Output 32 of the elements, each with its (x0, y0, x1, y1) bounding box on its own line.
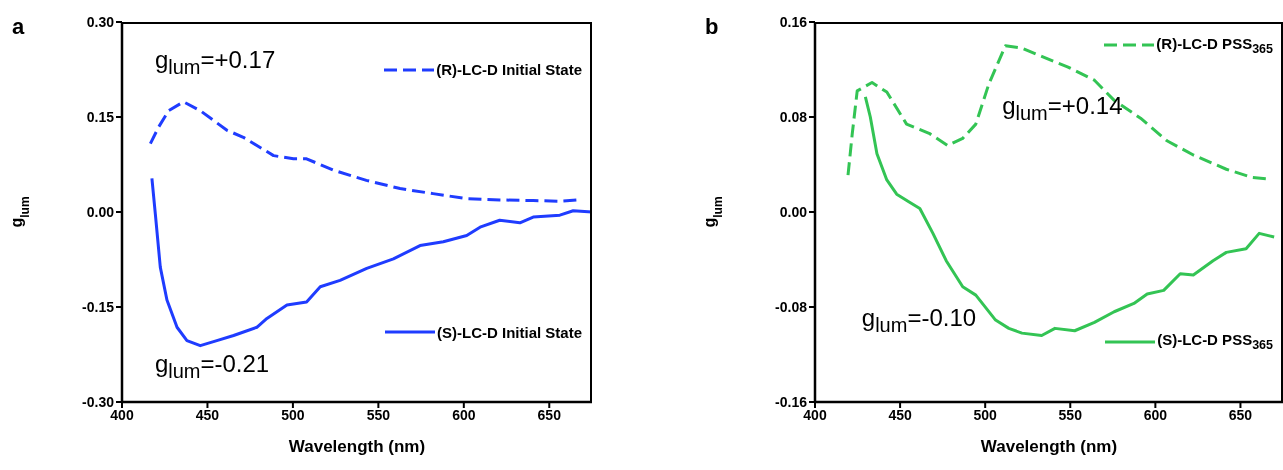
y-tick-label: 0.08 (779, 108, 808, 125)
annotation: g$_{lum}$=+0.17 (154, 46, 276, 79)
y-tick-label: -0.08 (775, 298, 808, 315)
annotation: g$_{lum}$=-0.10 (861, 304, 977, 338)
annotation: g$_{lum}$=-0.21 (154, 350, 270, 383)
y-tick-label: 0.30 (86, 13, 115, 30)
x-axis-title: Wavelength (nm) (980, 437, 1118, 456)
x-tick-label: 450 (888, 406, 912, 423)
legend-label: (S)-LC-D PSS$_{365}$ (1157, 331, 1273, 353)
y-tick-label: 0.15 (86, 108, 115, 125)
annotation: g$_{lum}$=+0.14 (1002, 91, 1123, 125)
y-tick-label: 0.00 (779, 203, 808, 220)
x-tick-label: 650 (537, 406, 562, 423)
y-tick-label: -0.15 (82, 298, 115, 315)
chart-title: a (12, 14, 25, 40)
legend-label: (R)-LC-D PSS$_{365}$ (1156, 34, 1273, 56)
y-tick-label: 0.16 (779, 13, 808, 30)
x-tick-label: 550 (1058, 406, 1083, 423)
x-tick-label: 650 (1228, 406, 1253, 423)
x-tick-label: 600 (452, 406, 476, 423)
x-tick-label: 550 (366, 406, 391, 423)
x-tick-label: 450 (195, 406, 220, 423)
legend-label: (S)-LC-D Initial State (437, 323, 582, 341)
chart-title: b (705, 14, 719, 40)
x-tick-label: 600 (1143, 406, 1168, 423)
x-axis-title: Wavelength (nm) (288, 437, 426, 456)
line-series (148, 100, 579, 203)
x-tick-label: 500 (281, 406, 305, 423)
y-tick-label: 0.00 (86, 203, 115, 220)
x-tick-label: 500 (973, 406, 998, 423)
line-series (150, 176, 592, 348)
legend-label: (R)-LC-D Initial State (436, 61, 582, 79)
